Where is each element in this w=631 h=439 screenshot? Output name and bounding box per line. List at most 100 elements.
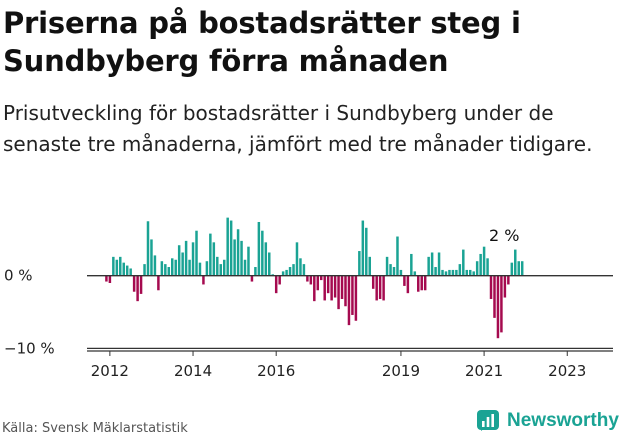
bar — [517, 261, 520, 276]
bar — [316, 275, 320, 291]
x-tick-label: 2012 — [91, 362, 129, 380]
x-tick-label: 2014 — [174, 362, 212, 380]
bar — [493, 275, 496, 318]
bar — [472, 271, 475, 276]
bar — [219, 264, 222, 276]
bar — [323, 275, 326, 301]
bar — [306, 275, 309, 282]
bar — [427, 256, 430, 276]
bar — [205, 261, 209, 276]
bar — [475, 261, 479, 276]
bar — [108, 275, 112, 283]
bar — [285, 269, 288, 276]
bar — [396, 236, 399, 276]
bar — [174, 259, 177, 276]
bar — [122, 262, 125, 276]
bar — [268, 252, 271, 276]
bar — [358, 251, 361, 276]
bar — [295, 242, 299, 276]
source-note: Källa: Svensk Mäklarstatistik — [2, 421, 188, 436]
brand-logo: Newsworthy — [476, 409, 619, 433]
bar — [403, 275, 406, 286]
bar — [444, 271, 448, 276]
bar — [462, 249, 465, 276]
bar — [465, 269, 469, 276]
bar — [510, 262, 514, 276]
bar — [181, 252, 184, 276]
chart-title: Priserna på bostadsrätter steg i Sundbyb… — [3, 6, 521, 78]
bar — [222, 259, 226, 276]
bar — [347, 275, 351, 326]
bar — [437, 252, 441, 276]
bar — [320, 275, 323, 281]
bar — [202, 275, 205, 285]
bar — [143, 264, 146, 276]
bar — [150, 239, 153, 276]
bar — [271, 274, 274, 276]
bar — [233, 239, 236, 276]
bar — [371, 275, 375, 289]
x-tick-label: 2021 — [465, 362, 503, 380]
bar — [164, 264, 167, 276]
bar — [139, 275, 143, 294]
bar — [455, 269, 458, 276]
bar — [146, 221, 150, 276]
bar — [119, 256, 122, 276]
bar — [229, 220, 233, 276]
bar — [254, 267, 257, 276]
bar — [188, 259, 191, 276]
bar — [482, 246, 486, 276]
bar — [226, 217, 229, 276]
bar — [326, 275, 330, 294]
bar — [112, 256, 115, 276]
bar — [302, 264, 306, 276]
bar — [171, 258, 174, 276]
bar — [385, 256, 389, 276]
bar — [281, 271, 285, 276]
bar — [507, 275, 510, 285]
bar — [153, 255, 157, 276]
bar — [430, 252, 434, 276]
latest-value-label: 2 % — [489, 226, 519, 245]
bar — [420, 275, 423, 291]
bar — [240, 240, 243, 276]
bar — [361, 220, 365, 276]
bar — [299, 258, 302, 276]
bar — [115, 259, 119, 276]
bar — [167, 267, 171, 276]
bar — [125, 265, 129, 276]
bar — [392, 267, 396, 276]
bar — [500, 275, 503, 333]
bar — [337, 275, 340, 310]
bar — [340, 275, 344, 299]
bar — [423, 275, 427, 291]
bar — [313, 275, 316, 302]
bar — [496, 275, 500, 339]
bar — [247, 246, 250, 276]
y-tick-label: −10 % — [4, 339, 55, 357]
bar — [389, 264, 392, 276]
bar — [191, 242, 195, 276]
bar — [264, 242, 268, 276]
bar — [250, 275, 254, 282]
bar — [406, 275, 410, 294]
bar — [458, 264, 462, 276]
bar — [292, 264, 295, 276]
bar — [441, 269, 444, 276]
brand-name: Newsworthy — [507, 410, 619, 431]
bar — [105, 275, 108, 282]
bar — [354, 275, 358, 321]
chart-subtitle: Prisutveckling för bostadsrätter i Sundb… — [3, 101, 593, 156]
bar — [489, 275, 493, 299]
bar — [333, 275, 337, 298]
bar — [243, 259, 247, 276]
bar — [177, 245, 181, 276]
bar — [468, 269, 472, 276]
bar — [514, 249, 517, 276]
bar — [195, 230, 198, 276]
bar — [434, 267, 437, 276]
bar — [184, 240, 188, 276]
bar — [520, 261, 524, 276]
bar — [198, 262, 202, 276]
bar — [309, 275, 313, 285]
